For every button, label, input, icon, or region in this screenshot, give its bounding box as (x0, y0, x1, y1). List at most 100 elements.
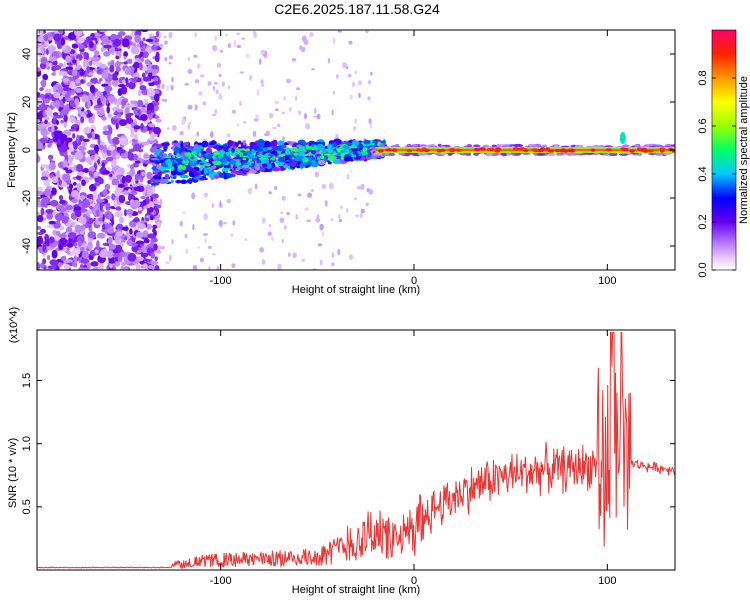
heatmap-cell (317, 159, 326, 165)
heatmap-cell (264, 159, 270, 164)
heatmap-cell (124, 174, 133, 183)
heatmap-cell (52, 112, 59, 116)
heatmap-cell (65, 204, 74, 211)
heatmap-cell (48, 162, 56, 171)
heatmap-cell (71, 222, 75, 226)
heatmap-cell (113, 261, 121, 267)
heatmap-cell (202, 138, 208, 142)
heatmap-cell (155, 221, 162, 229)
heatmap-cell (54, 213, 64, 221)
heatmap-cell (40, 44, 44, 53)
heatmap-cell (132, 218, 140, 223)
spectrogram-y-label: Frequency (Hz) (6, 112, 18, 188)
heatmap-cell (59, 110, 69, 116)
figure-title: C2E6.2025.187.11.58.G24 (274, 1, 440, 17)
heatmap-cell (37, 140, 42, 149)
heatmap-cell (259, 247, 265, 253)
heatmap-cell (180, 141, 184, 149)
heatmap-cell (256, 147, 264, 152)
heatmap-cell (518, 147, 524, 151)
heatmap-cell (117, 84, 126, 88)
heatmap-cell (147, 233, 156, 239)
snr-x-label: Height of straight line (km) (292, 584, 420, 596)
heatmap-cell (86, 93, 94, 102)
heatmap-cell (291, 157, 295, 160)
colorbar-tick-label: 0.6 (697, 118, 709, 133)
heatmap-cell (88, 40, 94, 49)
heatmap-cell (121, 175, 126, 184)
heatmap-cell (608, 153, 618, 157)
heatmap-cell (218, 172, 225, 179)
heatmap-cell (188, 146, 194, 149)
heatmap-cell (140, 113, 148, 122)
snr-y-multiplier: (x10^4) (8, 307, 20, 343)
heatmap-cell (103, 51, 111, 57)
heatmap-cell (305, 144, 309, 150)
heatmap-cell (258, 58, 262, 65)
heatmap-cell (531, 148, 539, 152)
heatmap-cell (183, 161, 189, 166)
heatmap-cell (69, 80, 76, 90)
heatmap-cell (123, 51, 129, 58)
heatmap-cell (83, 127, 92, 134)
heatmap-cell (58, 194, 64, 201)
heatmap-cell (258, 157, 266, 160)
heatmap-cell (114, 188, 121, 198)
colorbar-gradient (711, 29, 737, 271)
heatmap-cell (188, 177, 193, 185)
heatmap-cell (327, 161, 332, 165)
heatmap-cell (50, 199, 59, 207)
heatmap-cell (94, 50, 100, 57)
heatmap-cell (205, 147, 213, 155)
heatmap-cell (135, 231, 144, 238)
heatmap-cell (48, 154, 53, 162)
heatmap-cell (37, 44, 41, 49)
heatmap-cell (223, 153, 227, 159)
heatmap-cell (77, 171, 84, 176)
heatmap-cell (268, 224, 272, 228)
heatmap-cell (37, 262, 41, 270)
heatmap-cell (187, 104, 193, 110)
heatmap-cell (143, 238, 150, 244)
heatmap-cell (116, 223, 124, 230)
heatmap-cell (168, 31, 173, 39)
heatmap-cell (137, 89, 142, 97)
heatmap-cell (118, 251, 128, 258)
heatmap-cell (358, 153, 363, 157)
heatmap-cell (239, 71, 244, 74)
heatmap-cell (121, 38, 130, 48)
heatmap-cell (221, 152, 225, 155)
heatmap-cell (225, 151, 231, 156)
heatmap-cell (150, 240, 155, 249)
heatmap-cell (137, 99, 144, 108)
heatmap-cell (286, 212, 290, 215)
heatmap-cell (78, 267, 84, 270)
heatmap-cell (447, 152, 453, 156)
heatmap-cell (547, 153, 556, 157)
heatmap-cell (129, 228, 133, 235)
colorbar-label: Normalized spectral amplitude (738, 76, 750, 224)
heatmap-cell (89, 166, 95, 172)
heatmap-cell (196, 131, 200, 137)
heatmap-cell (319, 155, 325, 160)
heatmap-cell (301, 258, 306, 262)
heatmap-cell (153, 76, 158, 82)
snr-frame (36, 329, 676, 571)
heatmap-cell (120, 265, 125, 270)
heatmap-cell (308, 156, 313, 162)
heatmap-cell (88, 60, 93, 67)
heatmap-cell (256, 89, 260, 96)
heatmap-cell (365, 202, 369, 207)
heatmap-cell (76, 38, 85, 44)
heatmap-cell (264, 133, 268, 137)
heatmap-cell (44, 94, 50, 100)
heatmap-cell (322, 148, 327, 155)
heatmap-cell (40, 207, 45, 216)
heatmap-cell (130, 46, 140, 55)
heatmap-cell (126, 239, 134, 246)
heatmap-cell (124, 107, 130, 115)
heatmap-cell (103, 125, 108, 130)
heatmap-cell (348, 254, 354, 261)
heatmap-cell (260, 49, 266, 55)
heatmap-cell (271, 236, 274, 241)
